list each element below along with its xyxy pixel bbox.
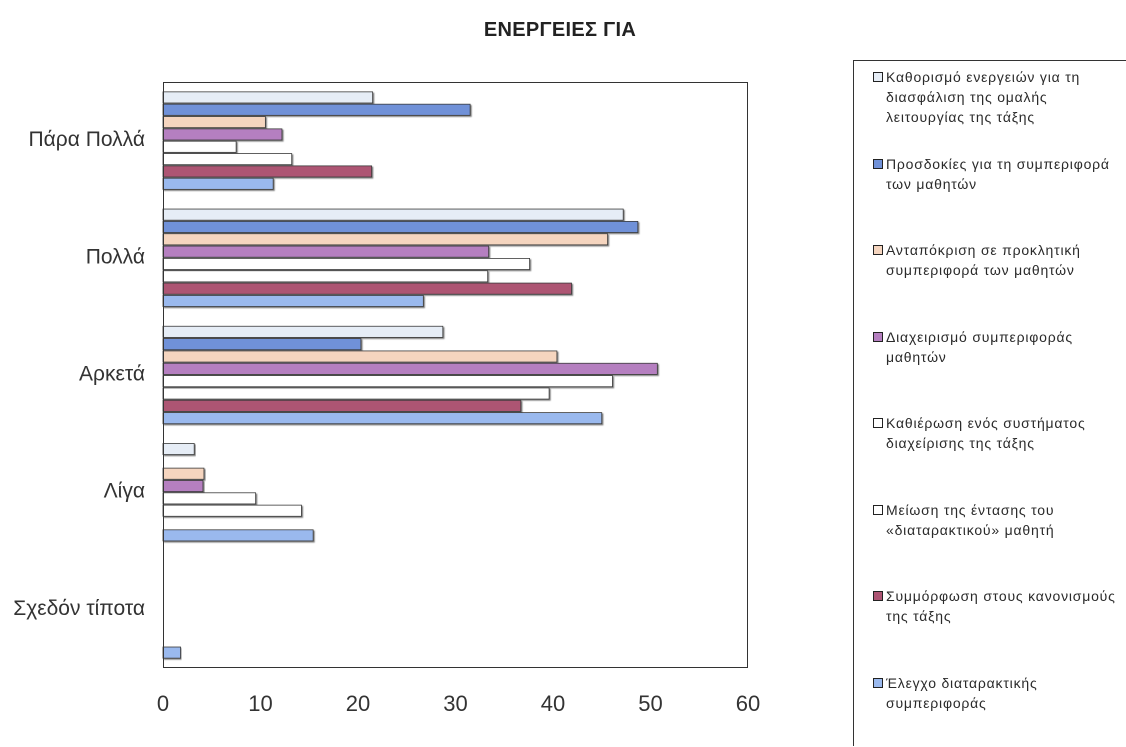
bar [162,233,609,246]
bar [162,412,603,425]
legend-item: Καθιέρωση ενός συστήματος διαχείρισης τη… [854,413,1126,477]
x-tick-label: 60 [736,691,760,716]
x-tick-label: 20 [346,691,370,716]
legend-swatch [873,245,883,256]
x-tick-label: 0 [157,691,169,716]
legend-swatch [873,158,883,169]
bar [162,646,181,659]
bar [162,362,658,375]
x-tick-label: 10 [248,691,272,716]
bar [162,245,490,258]
bar [162,375,613,388]
bar [162,282,572,295]
x-tick-label: 50 [638,691,662,716]
bar [162,338,362,351]
bar [162,91,374,104]
bars-group [162,91,658,659]
bar [162,177,274,190]
legend-label: Μείωση της έντασης του «διαταρακτικού» μ… [886,501,1055,538]
legend-label: Καθορισμό ενεργειών για τη διασφάλιση τη… [886,69,1081,125]
legend-label: Έλεγχο διαταρακτικής συμπεριφοράς [886,674,1038,711]
bar [162,257,531,270]
legend-swatch [873,504,883,515]
bar [162,492,257,505]
bar [162,270,489,283]
category-label: Πάρα Πολλά [29,128,146,151]
x-tick-label: 40 [541,691,565,716]
legend-swatch [873,72,883,82]
x-tick-label: 30 [443,691,467,716]
legend-label: Διαχειρισμό συμπεριφοράς μαθητών [886,328,1073,365]
bar [162,467,205,480]
legend-swatch [873,677,883,688]
plot-area-frame [163,82,748,668]
bar [162,504,302,517]
bar [162,103,471,116]
legend-label: Καθιέρωση ενός συστήματος διαχείρισης τη… [886,415,1086,452]
bar [162,295,424,307]
bar [162,443,195,455]
category-label: Πολλά [86,245,145,268]
bar [162,325,444,338]
legend-item: Προσδοκίες για τη συμπεριφορά των μαθητώ… [854,154,1126,218]
bar [162,529,314,542]
bar [162,128,283,141]
legend-label: Συμμόρφωση στους κανονισμούς της τάξης [886,588,1116,625]
legend-swatch [873,331,883,342]
chart-title: ΕΝΕΡΓΕΙΕΣ ΓΙΑ [483,19,637,41]
legend-item: Καθορισμό ενεργειών για τη διασφάλιση τη… [854,67,1126,131]
bar [162,165,373,178]
bar [162,399,522,412]
legend-label: Ανταπόκριση σε προκλητική συμπεριφορά τω… [886,242,1081,279]
bar [162,350,558,363]
bar-chart: Πάρα Πολλά Πολλά Αρκετά Λίγα Σχεδόν τίποτα 0… [13,82,760,716]
category-label: Σχεδόν τίποτα [13,597,145,620]
legend-label: Προσδοκίες για τη συμπεριφορά των μαθητώ… [886,155,1110,192]
legend-item: Ανταπόκριση σε προκλητική συμπεριφορά τω… [854,240,1126,304]
legend-swatch [873,418,883,429]
bar [162,140,237,153]
legend-item: Διαχειρισμό συμπεριφοράς μαθητών [854,327,1126,391]
bar [162,480,204,493]
bar [162,220,639,233]
legend-item: Έλεγχο διαταρακτικής συμπεριφοράς [854,673,1126,737]
legend: Καθορισμό ενεργειών για τη διασφάλιση τη… [853,60,1126,746]
bar [162,208,624,221]
legend-swatch [873,591,883,602]
legend-item: Μείωση της έντασης του «διαταρακτικού» μ… [854,500,1126,564]
legend-item: Συμμόρφωση στους κανονισμούς της τάξης [854,586,1126,650]
bar [162,153,293,166]
bar [162,387,550,400]
value-axis: 0 10 20 30 40 50 60 [157,691,760,716]
category-label: Αρκετά [79,363,145,386]
category-axis: Πάρα Πολλά Πολλά Αρκετά Λίγα Σχεδόν τίποτα [13,128,145,620]
bar [162,116,266,129]
category-label: Λίγα [104,480,145,503]
